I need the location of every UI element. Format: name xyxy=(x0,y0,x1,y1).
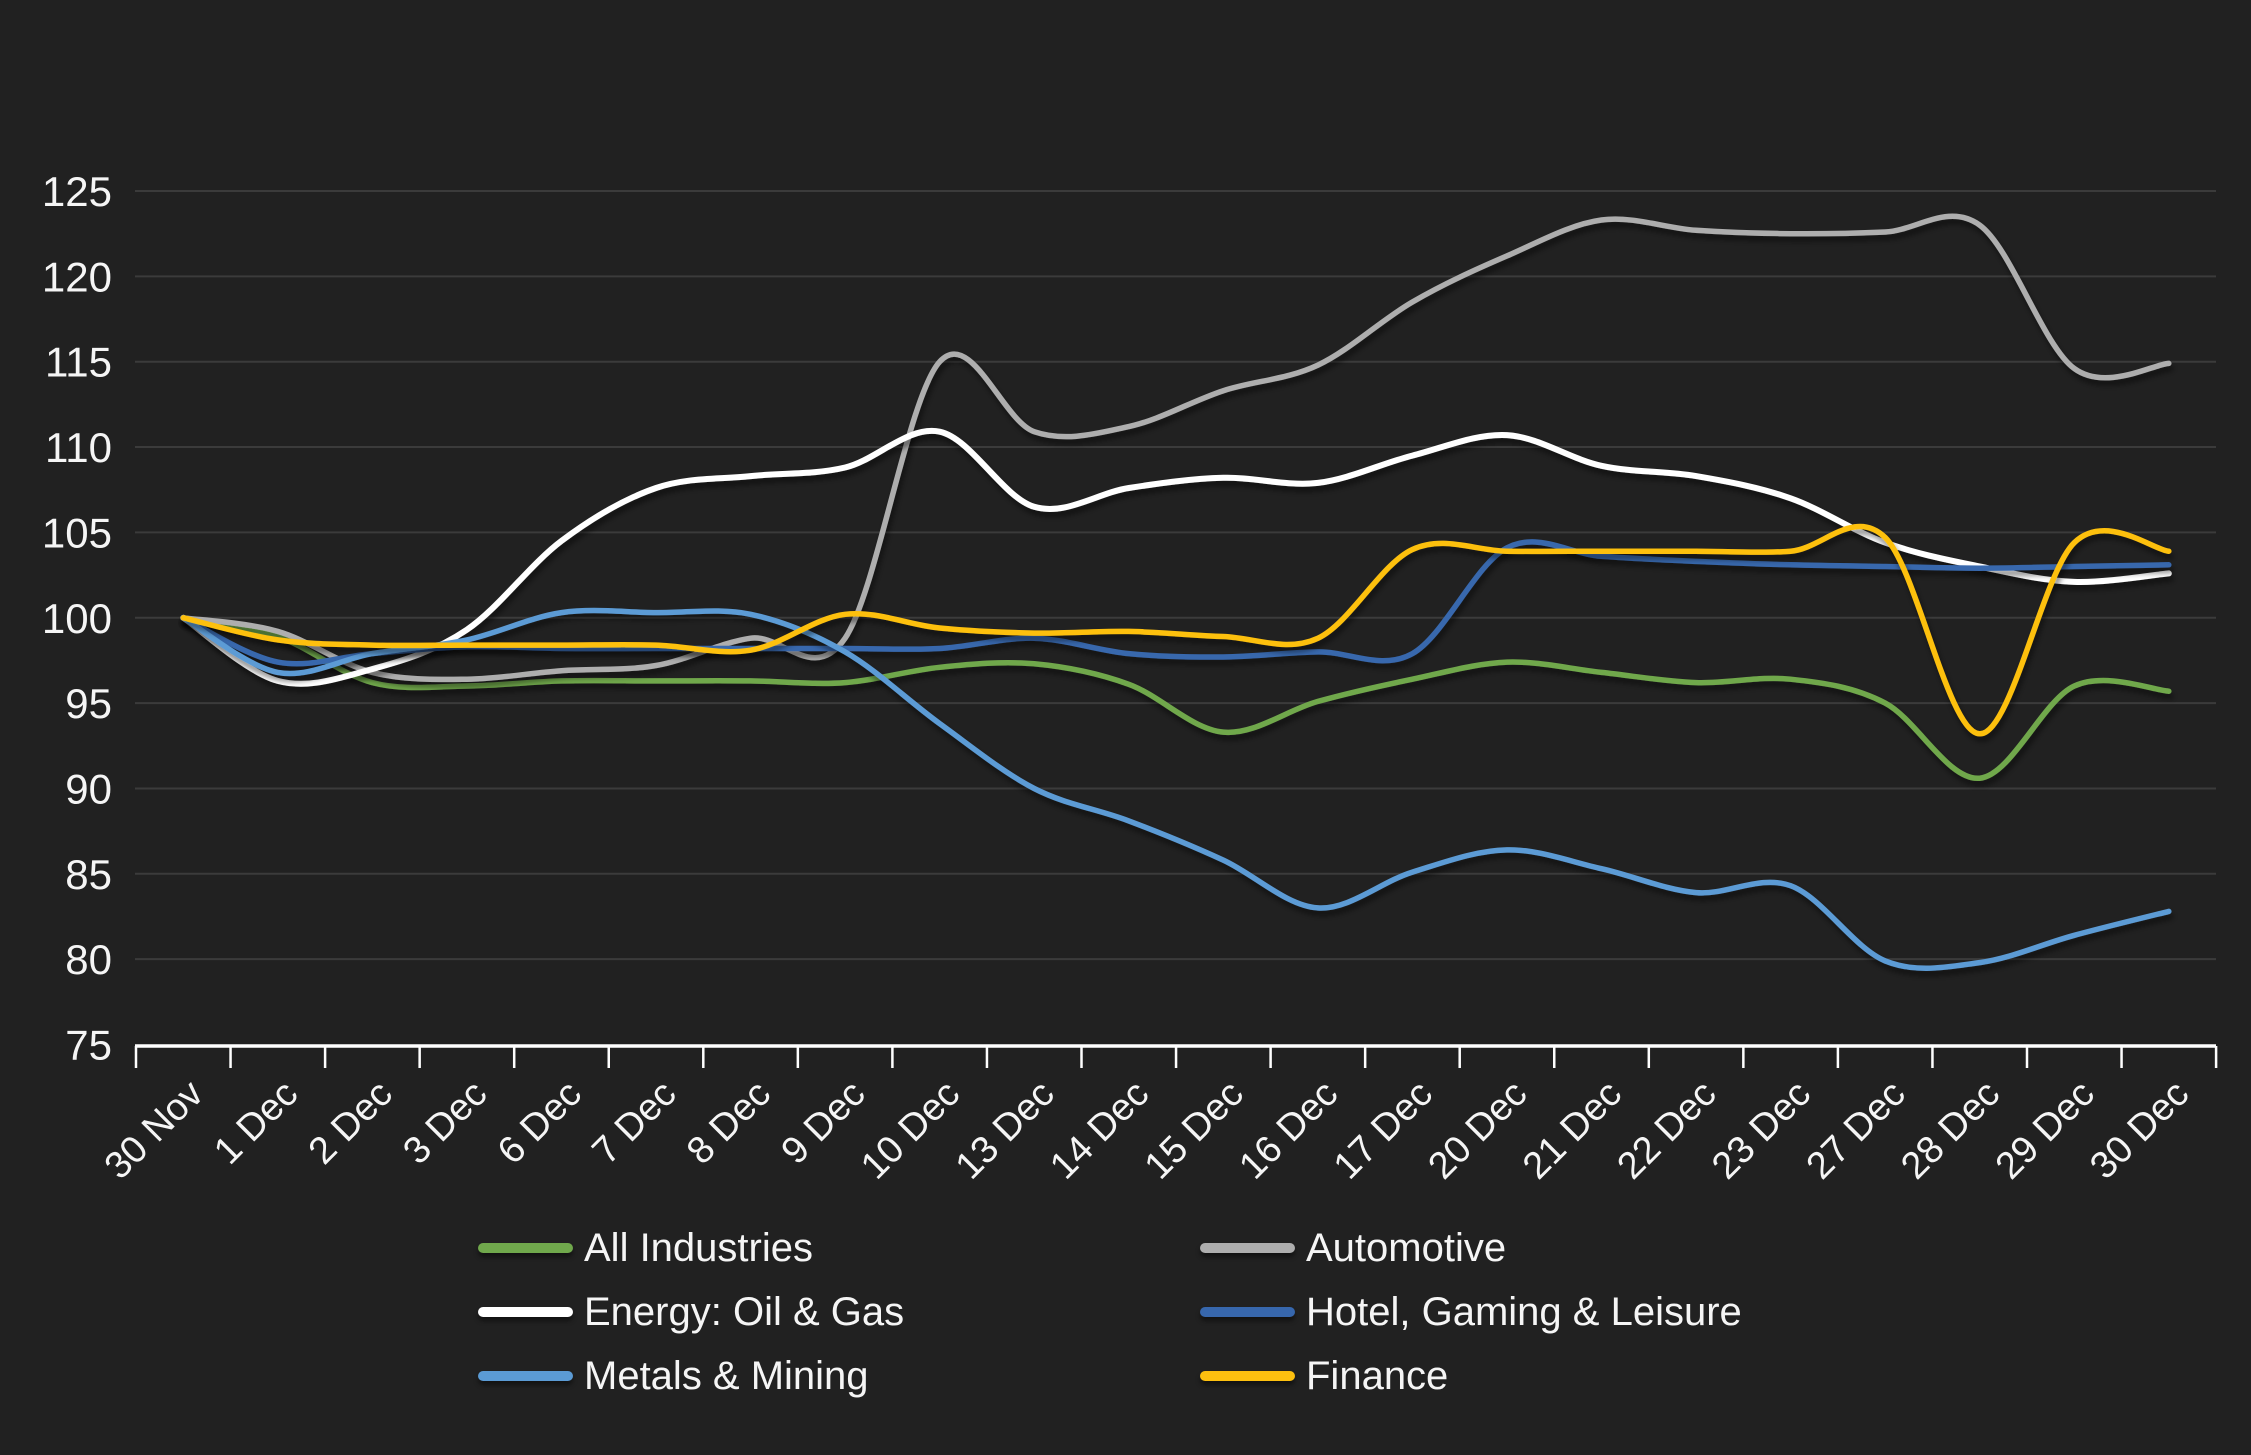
x-axis xyxy=(134,1044,2218,1068)
y-axis-label-120: 120 xyxy=(42,253,112,300)
legend-item-energy-oil-gas[interactable]: Energy: Oil & Gas xyxy=(478,1290,1200,1334)
legend-item-finance[interactable]: Finance xyxy=(1200,1354,1742,1398)
legend-item-hotel-gaming-leisure[interactable]: Hotel, Gaming & Leisure xyxy=(1200,1290,1742,1334)
legend-label-energy-oil-gas: Energy: Oil & Gas xyxy=(584,1289,905,1334)
x-axis-label-10-dec: 10 Dec xyxy=(853,1073,968,1188)
legend-label-hotel-gaming-leisure: Hotel, Gaming & Leisure xyxy=(1306,1289,1742,1334)
x-axis-label-21-dec: 21 Dec xyxy=(1515,1073,1630,1188)
y-axis-label-110: 110 xyxy=(45,424,112,471)
x-axis-label-15-dec: 15 Dec xyxy=(1137,1073,1252,1188)
y-axis-label-100: 100 xyxy=(42,595,112,642)
y-axis-label-95: 95 xyxy=(65,680,112,727)
y-axis-label-115: 115 xyxy=(45,339,112,386)
x-axis-label-30-dec: 30 Dec xyxy=(2082,1073,2197,1188)
legend-swatch-finance xyxy=(1200,1371,1295,1381)
legend-swatch-metals-mining xyxy=(478,1371,573,1381)
x-axis-label-3-dec: 3 Dec xyxy=(395,1073,495,1173)
x-axis-label-29-dec: 29 Dec xyxy=(1988,1073,2103,1188)
x-axis-label-23-dec: 23 Dec xyxy=(1704,1073,1819,1188)
x-axis-label-27-dec: 27 Dec xyxy=(1799,1073,1914,1188)
y-axis-label-105: 105 xyxy=(42,509,112,556)
y-axis-label-85: 85 xyxy=(65,851,112,898)
legend: All Industries Automotive Energy: Oil & Ga… xyxy=(478,1226,1742,1398)
x-axis-label-1-dec: 1 Dec xyxy=(206,1073,306,1173)
x-axis-label-13-dec: 13 Dec xyxy=(948,1073,1063,1188)
x-axis-label-17-dec: 17 Dec xyxy=(1326,1073,1441,1188)
legend-item-all-industries[interactable]: All Industries xyxy=(478,1226,1200,1270)
y-axis-label-125: 125 xyxy=(42,168,112,215)
x-axis-label-6-dec: 6 Dec xyxy=(490,1073,590,1173)
gridlines xyxy=(135,190,2216,961)
x-axis-label-8-dec: 8 Dec xyxy=(679,1073,779,1173)
x-axis-label-16-dec: 16 Dec xyxy=(1231,1073,1346,1188)
x-axis-label-7-dec: 7 Dec xyxy=(584,1073,684,1173)
x-axis-label-20-dec: 20 Dec xyxy=(1421,1073,1536,1188)
legend-item-metals-mining[interactable]: Metals & Mining xyxy=(478,1354,1200,1398)
series-line-all-industries xyxy=(180,615,2172,781)
legend-label-automotive: Automotive xyxy=(1306,1225,1507,1270)
legend-swatch-hotel-gaming-leisure xyxy=(1200,1307,1295,1317)
series-line-metals-mining xyxy=(180,607,2172,971)
x-axis-label-28-dec: 28 Dec xyxy=(1893,1073,2008,1188)
x-axis-label-30-nov: 30 Nov xyxy=(97,1073,212,1188)
series-lines xyxy=(180,213,2172,971)
x-axis-label-14-dec: 14 Dec xyxy=(1042,1073,1157,1188)
legend-label-finance: Finance xyxy=(1306,1353,1449,1398)
y-axis-label-80: 80 xyxy=(65,936,112,983)
y-axis-label-90: 90 xyxy=(65,765,112,812)
legend-label-all-industries: All Industries xyxy=(584,1225,813,1270)
legend-swatch-all-industries xyxy=(478,1243,573,1253)
x-axis-label-22-dec: 22 Dec xyxy=(1610,1073,1725,1188)
x-axis-label-2-dec: 2 Dec xyxy=(301,1073,401,1173)
legend-label-metals-mining: Metals & Mining xyxy=(584,1353,869,1398)
y-axis-labels: 75 80 85 90 95 100 105 110 115 120 125 xyxy=(42,168,112,1069)
y-axis-label-75: 75 xyxy=(65,1022,112,1069)
series-line-finance xyxy=(180,523,2172,737)
legend-swatch-automotive xyxy=(1200,1243,1295,1253)
legend-swatch-energy-oil-gas xyxy=(478,1307,573,1317)
series-line-energy-oil-gas xyxy=(180,427,2172,687)
series-line-automotive xyxy=(180,213,2172,683)
legend-item-automotive[interactable]: Automotive xyxy=(1200,1226,1742,1270)
